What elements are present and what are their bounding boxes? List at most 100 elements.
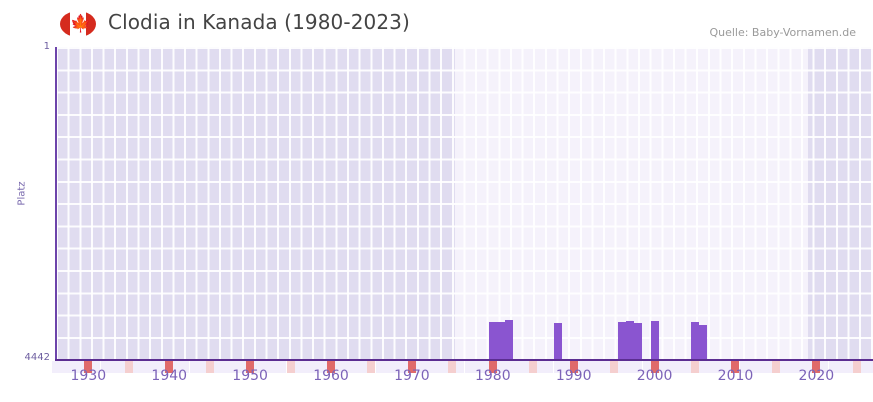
axis-stripe-2004 <box>682 361 691 373</box>
axis-stripe-2008 <box>715 361 724 373</box>
axis-stripe-1959 <box>318 361 327 373</box>
axis-stripe-2006 <box>699 361 708 373</box>
x-axis-tick-1950: 1950 <box>232 368 268 384</box>
axis-stripe-1979 <box>480 361 489 373</box>
axis-stripe-1988 <box>553 361 562 373</box>
axis-stripe-1984 <box>521 361 530 373</box>
axis-stripe-1976 <box>456 361 465 373</box>
axis-stripe-1932 <box>100 361 109 373</box>
x-axis-line <box>55 359 873 361</box>
axis-stripe-2020 <box>812 361 821 373</box>
axis-stripe-1938 <box>149 361 158 373</box>
axis-stripe-1952 <box>262 361 271 373</box>
bar-2006[interactable] <box>699 324 708 360</box>
axis-stripe-1936 <box>132 361 141 373</box>
axis-stripe-2013 <box>755 361 764 373</box>
axis-stripe-1970 <box>407 361 416 373</box>
x-axis-tick-1980: 1980 <box>474 368 511 384</box>
axis-stripe-2021 <box>820 361 829 373</box>
axis-stripe-2024 <box>844 361 853 373</box>
axis-stripe-2000 <box>650 361 659 373</box>
axis-stripe-1989 <box>561 361 570 373</box>
x-axis-tick-2000: 2000 <box>636 368 673 384</box>
axis-stripe-1967 <box>383 361 392 373</box>
axis-stripe-2027 <box>869 361 873 373</box>
bar-2005[interactable] <box>691 322 700 360</box>
source-attribution: Quelle: Baby-Vornamen.de <box>709 26 856 39</box>
axis-stripe-2023 <box>836 361 845 373</box>
bar-1998[interactable] <box>634 323 643 360</box>
axis-stripe-1962 <box>343 361 352 373</box>
axis-stripe-1950 <box>246 361 255 373</box>
axis-stripe-1929 <box>76 361 85 373</box>
flag-band-right <box>86 11 96 37</box>
bar-1981[interactable] <box>496 322 505 360</box>
axis-stripe-1954 <box>278 361 287 373</box>
axis-stripe-2007 <box>707 361 716 373</box>
bar-1997[interactable] <box>626 321 635 360</box>
chart-header: 🍁 Clodia in Kanada (1980-2023) Quelle: B… <box>0 0 873 46</box>
axis-stripe-1991 <box>577 361 586 373</box>
bar-2000[interactable] <box>650 320 659 360</box>
axis-stripe-1964 <box>359 361 368 373</box>
axis-stripe-1935 <box>124 361 133 373</box>
axis-stripe-2009 <box>723 361 732 373</box>
x-axis-tick-2010: 2010 <box>717 368 754 384</box>
axis-stripe-1995 <box>610 361 619 373</box>
x-axis-tick-1960: 1960 <box>313 368 349 384</box>
axis-stripe-1985 <box>529 361 538 373</box>
axis-stripe-1947 <box>221 361 230 373</box>
axis-stripe-1943 <box>189 361 198 373</box>
axis-stripe-1951 <box>254 361 263 373</box>
axis-stripe-2002 <box>666 361 675 373</box>
axis-stripe-1927 <box>60 361 69 373</box>
y-axis-tick-bottom: 4442 <box>24 352 50 363</box>
axis-stripe-1993 <box>593 361 602 373</box>
axis-stripe-1981 <box>496 361 505 373</box>
axis-stripe-1960 <box>327 361 336 373</box>
bar-1988[interactable] <box>553 322 562 360</box>
axis-stripe-2010 <box>731 361 740 373</box>
axis-stripe-1983 <box>513 361 522 373</box>
axis-stripe-1986 <box>537 361 546 373</box>
axis-stripe-1933 <box>108 361 117 373</box>
bar-1996[interactable] <box>618 322 627 360</box>
axis-stripe-2001 <box>658 361 667 373</box>
axis-stripe-1966 <box>375 361 384 373</box>
axis-stripe-2012 <box>747 361 756 373</box>
axis-stripe-1931 <box>92 361 101 373</box>
axis-stripe-1940 <box>165 361 174 373</box>
x-axis-tick-1990: 1990 <box>555 368 592 384</box>
x-axis-tick-1930: 1930 <box>70 368 107 384</box>
x-axis-tick-2020: 2020 <box>798 368 835 384</box>
axis-stripe-1946 <box>213 361 222 373</box>
x-axis-tick-1940: 1940 <box>151 368 188 384</box>
axis-stripe-1996 <box>618 361 627 373</box>
axis-stripe-1926 <box>52 361 60 373</box>
axis-stripe-1972 <box>424 361 433 373</box>
axis-stripe-2026 <box>860 361 869 373</box>
page-title: Clodia in Kanada (1980-2023) <box>108 10 410 34</box>
axis-stripe-1963 <box>351 361 360 373</box>
x-axis-ticks: 1930 1940 1950 1960 1970 1980 1990 2000 2010 2020 <box>0 368 873 394</box>
axis-stripe-1942 <box>181 361 190 373</box>
plot-area <box>56 47 873 360</box>
axis-stripe-1957 <box>302 361 311 373</box>
axis-stripe-1961 <box>335 361 344 373</box>
axis-stripe-2016 <box>780 361 789 373</box>
axis-stripe-1949 <box>238 361 247 373</box>
axis-tick-stripes <box>52 361 873 373</box>
axis-stripe-1939 <box>157 361 166 373</box>
bar-1980[interactable] <box>488 322 497 360</box>
axis-stripe-1955 <box>286 361 295 373</box>
y-axis-tick-top: 1 <box>43 41 50 52</box>
x-axis-tick-1970: 1970 <box>394 368 430 384</box>
axis-stripe-1992 <box>585 361 594 373</box>
bar-1982[interactable] <box>504 320 513 360</box>
axis-stripe-1982 <box>504 361 513 373</box>
axis-stripe-1937 <box>140 361 149 373</box>
axis-stripe-1969 <box>399 361 408 373</box>
canada-flag-icon: 🍁 <box>60 11 96 37</box>
axis-stripe-2005 <box>691 361 700 373</box>
